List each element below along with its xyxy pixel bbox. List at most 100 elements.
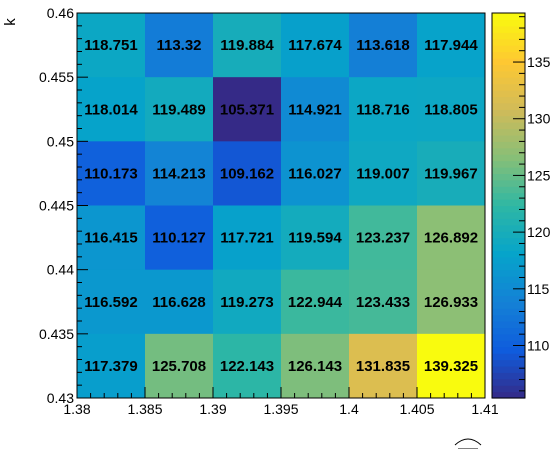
heatmap-cell [417,205,486,271]
heatmap-cell [77,141,146,206]
colorbar-slice [492,372,525,380]
x-tick-label: 1.38 [63,401,90,417]
colorbar-slice [492,333,525,341]
colorbar-slice [492,109,525,117]
heatmap-cell [213,77,282,142]
cell-value-label: 116.592 [84,294,137,311]
cell-value-label: 119.967 [424,165,477,182]
cell-value-label: 110.127 [152,230,205,247]
cell-value-label: 118.805 [424,101,477,118]
heatmap-cell [281,333,350,399]
colorbar-tick-label: 110 [527,338,550,354]
heatmap-cell [349,77,418,142]
colorbar-slice [492,186,525,194]
heatmap-cell [145,141,214,206]
y-tick-label: 0.46 [47,5,74,21]
cell-value-label: 126.892 [424,230,478,247]
colorbar-slice [492,96,525,104]
y-tick-label: 0.435 [39,326,74,342]
colorbar-slice [492,256,525,264]
colorbar-slice [492,211,525,219]
colorbar-slice [492,128,525,136]
heatmap-cell [349,269,418,335]
colorbar-slice [492,160,525,168]
x-tick-label: 1.395 [263,401,298,417]
x-tick-label: 1.385 [127,401,162,417]
colorbar-slice [492,13,525,21]
cell-value-label: 117.721 [220,230,273,247]
cell-value-label: 119.007 [356,165,409,182]
heatmap-cell-labels: 118.751 113.32 119.884 117.674 113.618 117.94… [84,37,478,375]
colorbar-slice [492,244,525,252]
heatmap-cell [281,205,350,271]
colorbar-slice [492,51,525,59]
cell-value-label: 118.014 [84,101,138,118]
corner-glyph [454,438,482,446]
heatmap-cell [417,141,486,206]
colorbar-slice [492,231,525,239]
y-tick-label: 0.455 [39,69,74,85]
colorbar-slice [492,327,525,335]
colorbar-slice [492,308,525,316]
y-tick-label: 0.445 [39,198,74,214]
heatmap-cell [281,77,350,142]
x-tick-label: 1.41 [471,401,498,417]
x-tick-label: 1.405 [399,401,434,417]
colorbar-slice [492,90,525,98]
colorbar-tick-label: 120 [527,224,551,240]
colorbar-slice [492,179,525,187]
colorbar-slice [492,365,525,373]
colorbar-slice [492,147,525,155]
cell-value-label: 131.835 [356,358,410,375]
colorbar-slice [492,122,525,130]
colorbar-slice [492,288,525,296]
heatmap-cell [77,77,146,142]
heatmap-cell [213,13,282,78]
colorbar-slice [492,314,525,322]
colorbar-slice [492,167,525,175]
heatmap-cell [281,13,350,78]
colorbar-slice [492,192,525,200]
corner-axis-mark [454,438,482,449]
heatmap-cell [213,269,282,335]
colorbar-slice [492,321,525,329]
colorbar-slice [492,38,525,46]
heatmap-cell [213,333,282,399]
colorbar-slice [492,301,525,309]
heatmap-cell [77,269,146,335]
cell-value-label: 126.143 [288,358,342,375]
colorbar-tick-label: 130 [527,111,551,127]
heatmap-cell [213,205,282,271]
colorbar-slice [492,263,525,271]
cell-value-label: 117.674 [288,37,342,54]
cell-value-label: 113.32 [156,37,201,54]
heatmap-cell [145,77,214,142]
cell-value-label: 116.415 [84,230,137,247]
y-axis-title: k [2,18,19,26]
colorbar-slice [492,205,525,213]
colorbar-tick-label: 135 [527,54,551,70]
heatmap-cell [417,13,486,78]
colorbar-tick-label: 115 [527,281,550,297]
colorbar-slice [492,64,525,72]
colorbar-slice [492,102,525,110]
colorbar-slice [492,250,525,258]
heatmap-cell [349,141,418,206]
colorbar-slice [492,340,525,348]
colorbar-slice [492,19,525,27]
cell-value-label: 118.716 [356,101,409,118]
colorbar-slice [492,154,525,162]
cell-value-label: 118.751 [84,37,137,54]
heatmap-cell [417,77,486,142]
colorbar-slice [492,57,525,65]
cell-value-label: 113.618 [356,37,409,54]
cell-value-label: 119.594 [288,230,342,247]
colorbar-slice [492,32,525,40]
colorbar-slice [492,141,525,149]
colorbar-slice [492,134,525,142]
colorbar-slice [492,295,525,303]
heatmap-cell [145,13,214,78]
cell-value-label: 122.944 [288,294,343,311]
heatmap-cell [349,205,418,271]
